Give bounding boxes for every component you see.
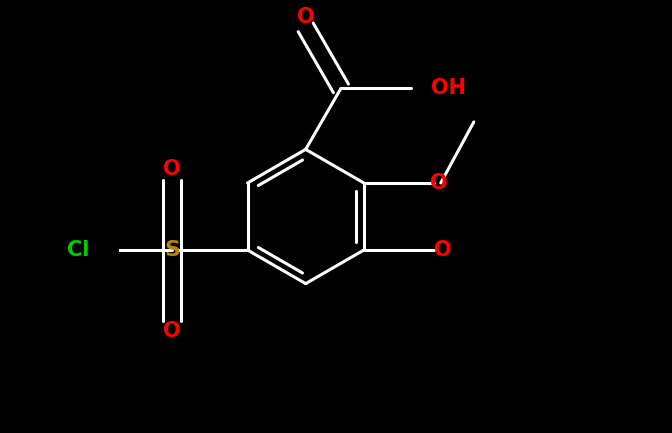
Text: O: O (297, 6, 314, 26)
Text: O: O (430, 173, 448, 193)
Text: O: O (163, 321, 181, 341)
Text: O: O (434, 240, 452, 260)
Text: S: S (164, 240, 180, 260)
Text: Cl: Cl (67, 240, 89, 260)
Text: OH: OH (431, 78, 466, 98)
Text: O: O (163, 159, 181, 179)
